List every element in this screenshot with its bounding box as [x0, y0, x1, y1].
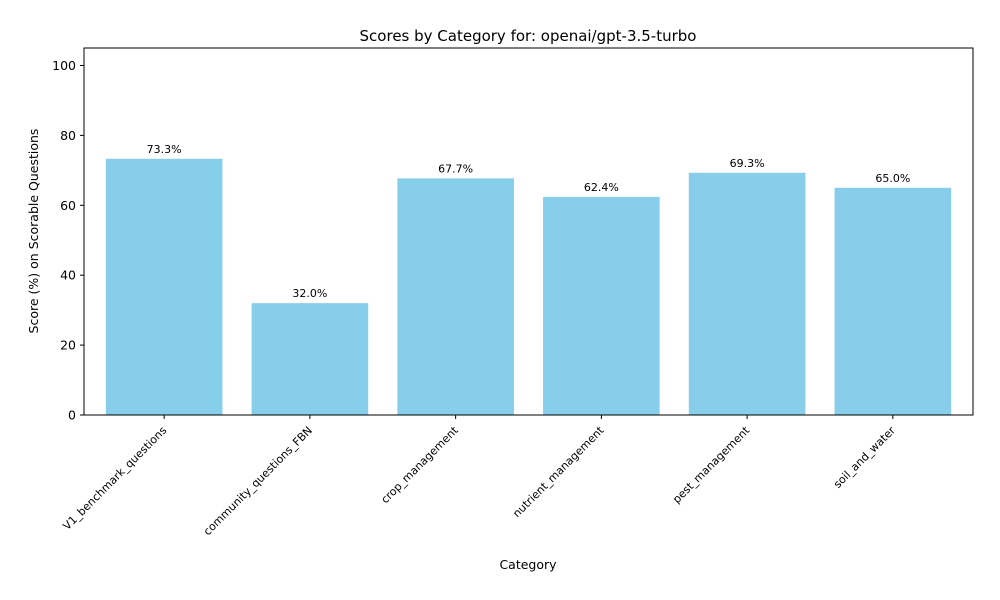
- bars-group: [105, 158, 952, 416]
- bar-nutrient_management: [543, 196, 660, 415]
- data-label-nutrient_management: 62.4%: [584, 181, 619, 194]
- data-label-crop_management: 67.7%: [438, 162, 473, 175]
- x-tick-label-soil_and_water: soil_and_water: [831, 424, 898, 491]
- x-tick-label-V1_benchmark_questions: V1_benchmark_questions: [60, 424, 169, 533]
- x-tick-label-community_questions_FBN: community_questions_FBN: [201, 424, 315, 538]
- x-tick-label-crop_management: crop_management: [379, 423, 462, 506]
- y-tick-label-100: 100: [52, 58, 76, 73]
- y-tick-label-0: 0: [68, 408, 76, 423]
- data-labels-group: 73.3% 32.0% 67.7% 62.4% 69.3% 65.0%: [147, 143, 911, 300]
- bar-soil_and_water: [834, 187, 952, 415]
- bar-community_questions_FBN: [251, 303, 369, 415]
- bar-pest_management: [688, 172, 806, 415]
- data-label-soil_and_water: 65.0%: [875, 172, 910, 185]
- data-label-pest_management: 69.3%: [730, 157, 765, 170]
- y-axis-label: Score (%) on Scorable Questions: [26, 129, 41, 334]
- x-axis: V1_benchmark_questions community_question…: [60, 415, 898, 538]
- bar-crop_management: [397, 178, 514, 415]
- x-axis-label: Category: [499, 557, 557, 572]
- x-tick-label-nutrient_management: nutrient_management: [510, 423, 607, 520]
- chart-title: Scores by Category for: openai/gpt-3.5-t…: [360, 27, 697, 45]
- data-label-V1_benchmark_questions: 73.3%: [147, 143, 182, 156]
- y-axis: 0 20 40 60 80 100: [52, 58, 84, 423]
- y-tick-label-40: 40: [60, 268, 76, 283]
- x-tick-label-pest_management: pest_management: [670, 423, 752, 505]
- y-tick-label-60: 60: [60, 198, 76, 213]
- y-tick-label-80: 80: [60, 128, 76, 143]
- y-tick-label-20: 20: [60, 338, 76, 353]
- bar-V1_benchmark_questions: [105, 158, 223, 416]
- plot-area-frame: [83, 47, 974, 416]
- data-label-community_questions_FBN: 32.0%: [292, 287, 327, 300]
